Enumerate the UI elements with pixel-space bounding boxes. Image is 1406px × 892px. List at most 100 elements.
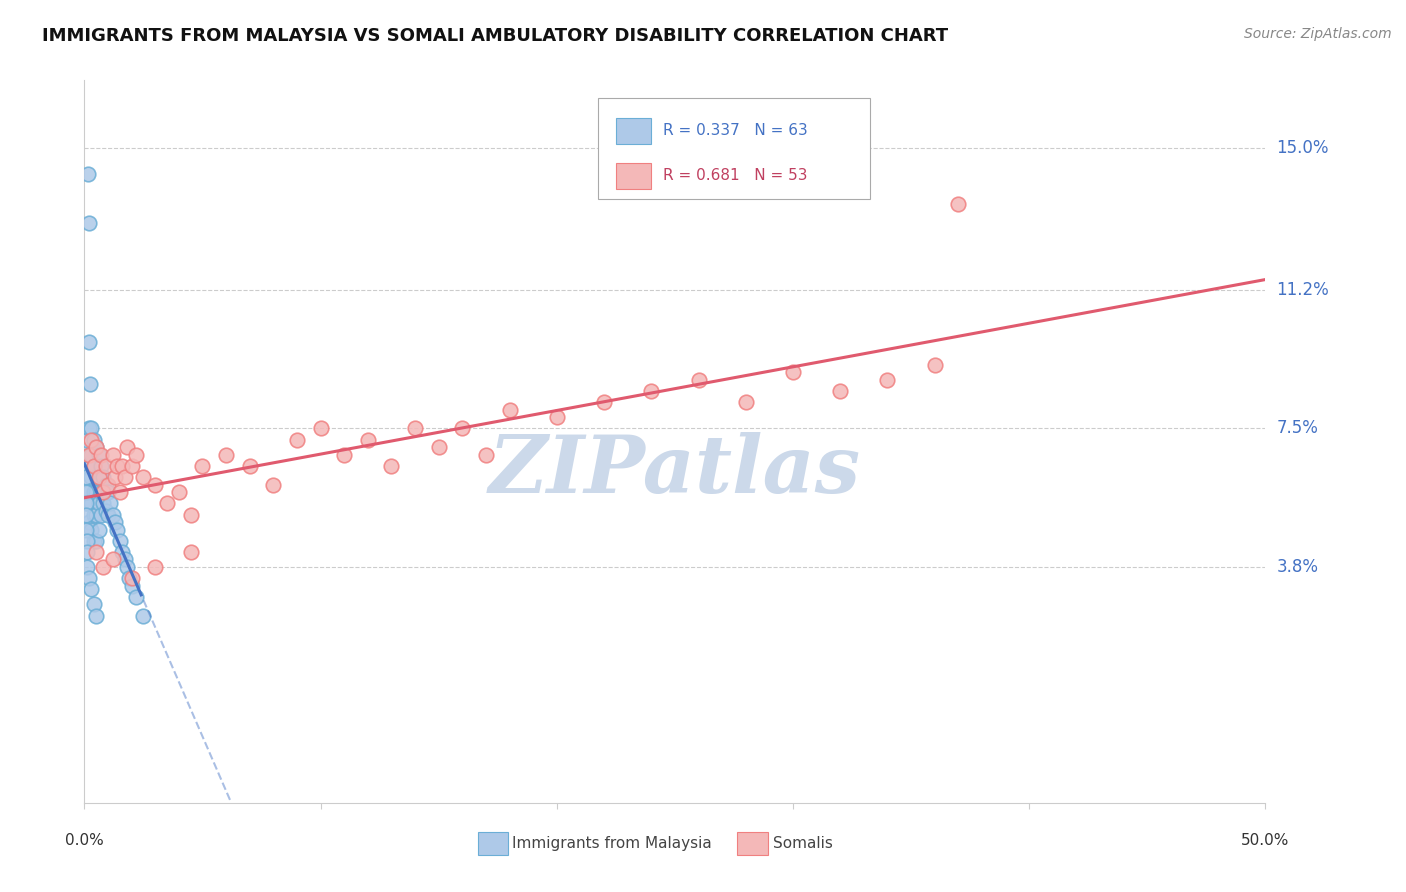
Point bbox=[90, 458, 112, 473]
Point bbox=[75, 485, 97, 500]
Point bbox=[77, 335, 100, 350]
Text: Somalis: Somalis bbox=[773, 836, 832, 851]
Point bbox=[107, 458, 129, 473]
Point bbox=[114, 552, 136, 566]
Point bbox=[309, 421, 332, 435]
Point bbox=[90, 448, 112, 462]
Point bbox=[104, 515, 127, 529]
Point bbox=[75, 523, 97, 537]
FancyBboxPatch shape bbox=[738, 831, 768, 855]
FancyBboxPatch shape bbox=[616, 118, 651, 144]
Point bbox=[75, 496, 97, 510]
Point bbox=[79, 376, 101, 391]
Point bbox=[76, 458, 98, 473]
Point bbox=[76, 545, 98, 559]
Point bbox=[83, 458, 105, 473]
Point bbox=[111, 545, 134, 559]
Point bbox=[101, 448, 124, 462]
Point bbox=[84, 508, 107, 522]
Text: ZIPatlas: ZIPatlas bbox=[489, 432, 860, 509]
Point bbox=[77, 485, 100, 500]
Point bbox=[132, 470, 155, 484]
Point bbox=[83, 485, 105, 500]
Point bbox=[84, 440, 107, 454]
Point bbox=[380, 458, 402, 473]
Point bbox=[77, 448, 100, 462]
Point bbox=[688, 373, 710, 387]
Text: IMMIGRANTS FROM MALAYSIA VS SOMALI AMBULATORY DISABILITY CORRELATION CHART: IMMIGRANTS FROM MALAYSIA VS SOMALI AMBUL… bbox=[42, 27, 948, 45]
Text: 3.8%: 3.8% bbox=[1277, 558, 1319, 576]
Point bbox=[830, 384, 852, 398]
FancyBboxPatch shape bbox=[616, 162, 651, 189]
Point bbox=[404, 421, 426, 435]
Point bbox=[118, 571, 141, 585]
Point bbox=[107, 523, 129, 537]
Point bbox=[76, 533, 98, 548]
Point bbox=[948, 196, 970, 211]
Point bbox=[427, 440, 450, 454]
Point bbox=[80, 470, 103, 484]
Point bbox=[108, 533, 131, 548]
Point bbox=[121, 571, 143, 585]
Point bbox=[80, 582, 103, 597]
Point bbox=[84, 485, 107, 500]
Point bbox=[75, 470, 97, 484]
Point bbox=[115, 560, 138, 574]
Point bbox=[76, 496, 98, 510]
Point bbox=[90, 485, 112, 500]
Point bbox=[451, 421, 474, 435]
Point bbox=[80, 433, 103, 447]
Point bbox=[101, 552, 124, 566]
Point bbox=[77, 448, 100, 462]
Point bbox=[132, 608, 155, 623]
Point bbox=[87, 448, 110, 462]
Point bbox=[77, 571, 100, 585]
Point bbox=[115, 440, 138, 454]
Point bbox=[498, 402, 520, 417]
Point bbox=[357, 433, 380, 447]
Point bbox=[87, 470, 110, 484]
Point bbox=[94, 458, 117, 473]
Text: Source: ZipAtlas.com: Source: ZipAtlas.com bbox=[1244, 27, 1392, 41]
FancyBboxPatch shape bbox=[478, 831, 509, 855]
Point bbox=[77, 421, 100, 435]
Point bbox=[83, 598, 105, 612]
Point bbox=[77, 167, 100, 181]
Point bbox=[87, 470, 110, 484]
Point bbox=[640, 384, 662, 398]
Point bbox=[108, 485, 131, 500]
Point bbox=[90, 508, 112, 522]
Point bbox=[83, 533, 105, 548]
Point bbox=[97, 485, 120, 500]
Point bbox=[91, 560, 114, 574]
Point bbox=[80, 448, 103, 462]
Text: 50.0%: 50.0% bbox=[1241, 833, 1289, 848]
Point bbox=[734, 395, 756, 409]
Point bbox=[180, 508, 202, 522]
Point bbox=[87, 523, 110, 537]
Point bbox=[876, 373, 898, 387]
Text: 11.2%: 11.2% bbox=[1277, 281, 1329, 299]
Point bbox=[475, 448, 498, 462]
Point bbox=[94, 477, 117, 491]
Point bbox=[143, 477, 166, 491]
Point bbox=[111, 458, 134, 473]
Point bbox=[593, 395, 616, 409]
Text: 0.0%: 0.0% bbox=[65, 833, 104, 848]
Point bbox=[333, 448, 356, 462]
Point bbox=[239, 458, 262, 473]
Point bbox=[97, 477, 120, 491]
Text: 7.5%: 7.5% bbox=[1277, 419, 1319, 437]
Point bbox=[97, 508, 120, 522]
Point bbox=[83, 433, 105, 447]
Point bbox=[77, 215, 100, 229]
Point bbox=[191, 458, 214, 473]
Point bbox=[80, 421, 103, 435]
Point bbox=[83, 508, 105, 522]
Point bbox=[924, 358, 946, 372]
Text: R = 0.681   N = 53: R = 0.681 N = 53 bbox=[662, 169, 807, 183]
Point bbox=[76, 560, 98, 574]
Point bbox=[782, 365, 804, 379]
Point bbox=[80, 496, 103, 510]
Point bbox=[215, 448, 238, 462]
